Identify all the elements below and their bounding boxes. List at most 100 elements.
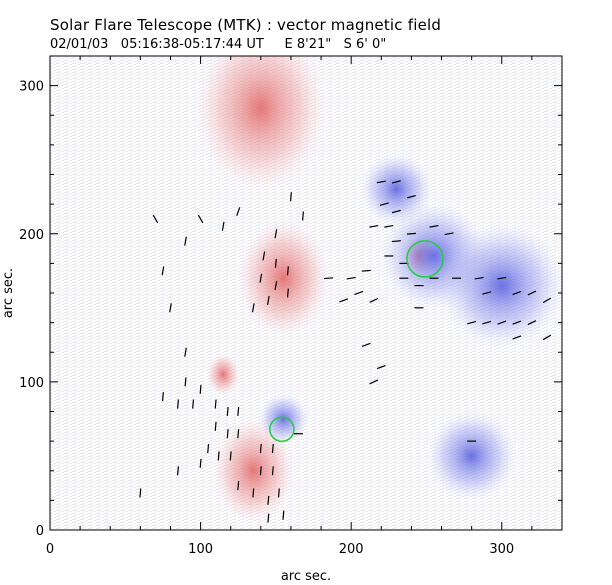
field-vector <box>542 334 552 341</box>
field-vector <box>197 214 204 224</box>
field-vector <box>237 481 240 491</box>
field-vector <box>339 298 349 303</box>
field-vector <box>482 320 492 325</box>
field-vector <box>237 429 240 439</box>
field-vector <box>177 399 179 409</box>
field-vector <box>192 399 195 409</box>
field-vector <box>217 451 220 461</box>
field-vector <box>161 266 165 276</box>
field-vector <box>236 207 241 216</box>
positive-region <box>211 418 295 524</box>
field-vector <box>266 295 270 305</box>
field-vector <box>271 466 274 476</box>
field-vector <box>282 510 285 520</box>
field-contours <box>269 240 444 443</box>
field-vector <box>369 379 379 385</box>
field-vector <box>214 421 217 431</box>
axes: 0 100 200 300 0 100 200 300 <box>19 55 563 557</box>
field-vectors <box>139 180 552 523</box>
field-regions <box>194 56 562 524</box>
y-tick-label: 300 <box>19 80 44 95</box>
field-vector <box>274 229 278 239</box>
field-vector <box>444 232 454 236</box>
field-vector <box>497 276 507 280</box>
field-vector <box>527 290 537 296</box>
positive-region <box>206 353 240 396</box>
field-vector <box>277 488 280 498</box>
field-vector <box>199 384 202 394</box>
field-vector <box>259 466 262 476</box>
field-vector <box>391 240 401 243</box>
field-vector <box>467 320 477 325</box>
field-vector <box>376 364 386 370</box>
field-vector <box>361 342 371 347</box>
field-vector <box>274 281 278 291</box>
x-tick-label: 200 <box>339 542 364 557</box>
field-vector <box>267 513 270 523</box>
negative-region <box>426 410 517 502</box>
field-vector <box>139 488 142 498</box>
field-vector <box>324 277 334 280</box>
field-vector <box>184 377 187 387</box>
y-tick-label: 100 <box>19 376 44 391</box>
positive-region <box>194 56 328 193</box>
observation-position: E 8'21" S 6' 0" <box>284 37 387 52</box>
field-vector <box>237 406 240 417</box>
x-tick-label: 300 <box>489 542 514 557</box>
positive-region <box>237 219 330 338</box>
field-vector <box>384 224 394 228</box>
field-vector <box>199 458 202 468</box>
field-vector <box>391 180 401 184</box>
negative-region <box>258 393 309 445</box>
field-contour <box>406 240 444 278</box>
x-axis-label: arc sec. <box>281 569 331 584</box>
field-vector <box>346 276 356 280</box>
x-tick-label: 0 <box>46 542 54 557</box>
field-vector <box>512 290 522 296</box>
field-vector <box>376 180 386 184</box>
x-tick-label: 100 <box>188 542 213 557</box>
field-vector <box>214 399 217 409</box>
field-vector <box>391 209 401 214</box>
field-vector <box>226 406 229 417</box>
field-vector <box>259 443 262 454</box>
observation-info: 02/01/03 05:16:38-05:17:44 UT E 8'21" S … <box>50 37 386 52</box>
field-vector <box>379 202 389 206</box>
field-vector <box>512 335 522 340</box>
field-vector <box>542 297 552 304</box>
field-vector <box>271 443 274 454</box>
field-vector <box>301 211 304 221</box>
field-vector <box>369 297 379 303</box>
observation-time: 05:16:38-05:17:44 UT <box>120 37 264 52</box>
field-vector <box>286 288 289 298</box>
field-vector <box>497 320 507 325</box>
field-vector <box>274 258 277 268</box>
field-vector <box>527 320 537 326</box>
field-vector <box>259 273 263 283</box>
field-vector <box>251 303 255 313</box>
field-vector <box>252 488 255 498</box>
field-vector <box>161 392 164 402</box>
field-vector <box>354 290 364 296</box>
field-vector <box>286 266 289 276</box>
field-vector <box>512 320 522 325</box>
observation-date: 02/01/03 <box>50 37 109 52</box>
negative-region <box>360 153 433 226</box>
field-vector <box>207 443 210 454</box>
y-axis-label: arc sec. <box>1 268 16 318</box>
field-vector <box>229 451 232 461</box>
field-vector <box>406 194 416 199</box>
field-contour <box>269 416 295 443</box>
y-tick-label: 0 <box>36 524 44 539</box>
field-vector <box>262 251 266 261</box>
field-vector <box>184 236 187 246</box>
field-vector <box>289 192 292 202</box>
field-vector <box>184 347 187 357</box>
field-vector <box>482 291 492 295</box>
field-vector <box>169 303 172 313</box>
field-vector <box>221 221 225 231</box>
y-tick-label: 200 <box>19 228 44 243</box>
plot-title: Solar Flare Telescope (MTK) : vector mag… <box>50 16 442 34</box>
field-vector <box>429 224 439 228</box>
